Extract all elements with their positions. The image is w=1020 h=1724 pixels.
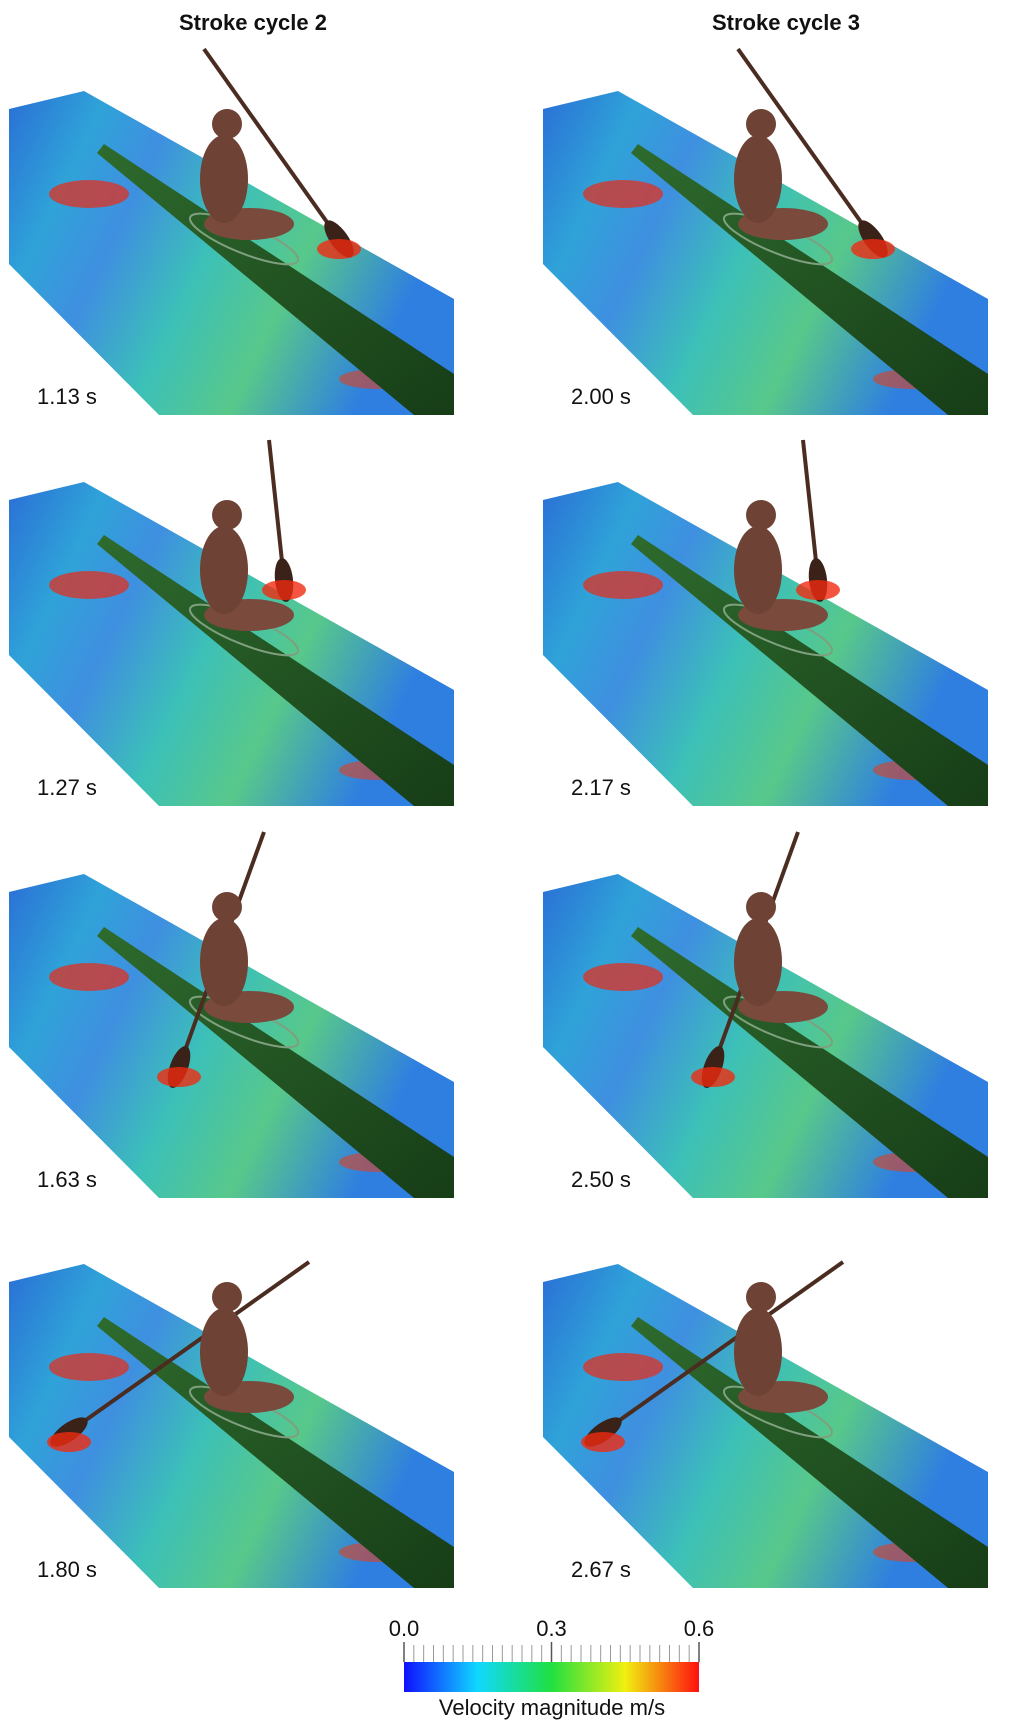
paddler-torso	[734, 135, 782, 223]
time-label: 2.50 s	[571, 1167, 631, 1192]
time-label: 2.00 s	[571, 384, 631, 409]
colorbar-tick-label: 0.6	[684, 1616, 715, 1641]
wake	[583, 571, 663, 599]
splash	[157, 1067, 201, 1087]
wake	[583, 1353, 663, 1381]
paddler-torso	[734, 526, 782, 614]
paddler-torso	[734, 918, 782, 1006]
paddler-torso	[200, 526, 248, 614]
paddler-head	[212, 500, 242, 530]
colorbar-label: Velocity magnitude m/s	[439, 1695, 665, 1720]
splash	[47, 1432, 91, 1452]
paddler-head	[746, 1282, 776, 1312]
time-label: 1.13 s	[37, 384, 97, 409]
splash	[581, 1432, 625, 1452]
wake	[49, 571, 129, 599]
time-label: 1.27 s	[37, 775, 97, 800]
splash	[691, 1067, 735, 1087]
paddler-torso	[200, 1308, 248, 1396]
paddler-head	[746, 109, 776, 139]
time-label: 1.80 s	[37, 1557, 97, 1582]
colorbar-tick-label: 0.3	[536, 1616, 567, 1641]
wake	[583, 180, 663, 208]
paddler-head	[746, 500, 776, 530]
panel: 2.17 s	[543, 440, 988, 806]
paddler-head	[212, 109, 242, 139]
splash	[317, 239, 361, 259]
paddler-torso	[734, 1308, 782, 1396]
colorbar	[404, 1662, 699, 1692]
splash	[262, 580, 306, 600]
figure: Stroke cycle 2 Stroke cycle 3 Velocity m…	[0, 0, 1020, 1724]
paddler-torso	[200, 135, 248, 223]
time-label: 2.17 s	[571, 775, 631, 800]
time-label: 1.63 s	[37, 1167, 97, 1192]
column-title: Stroke cycle 2	[179, 10, 327, 35]
panel: 1.63 s	[9, 832, 454, 1198]
splash	[851, 239, 895, 259]
panel: 2.50 s	[543, 832, 988, 1198]
paddler-head	[746, 892, 776, 922]
splash	[796, 580, 840, 600]
panel: 2.67 s	[543, 1262, 988, 1588]
paddler-head	[212, 892, 242, 922]
paddler-head	[212, 1282, 242, 1312]
wake	[49, 963, 129, 991]
wake	[583, 963, 663, 991]
colorbar-tick-label: 0.0	[389, 1616, 420, 1641]
panel: 1.80 s	[9, 1262, 454, 1588]
panel: 2.00 s	[543, 49, 988, 415]
panel: 1.27 s	[9, 440, 454, 806]
paddler-torso	[200, 918, 248, 1006]
wake	[49, 180, 129, 208]
column-title: Stroke cycle 3	[712, 10, 860, 35]
wake	[49, 1353, 129, 1381]
time-label: 2.67 s	[571, 1557, 631, 1582]
panel: 1.13 s	[9, 49, 454, 415]
